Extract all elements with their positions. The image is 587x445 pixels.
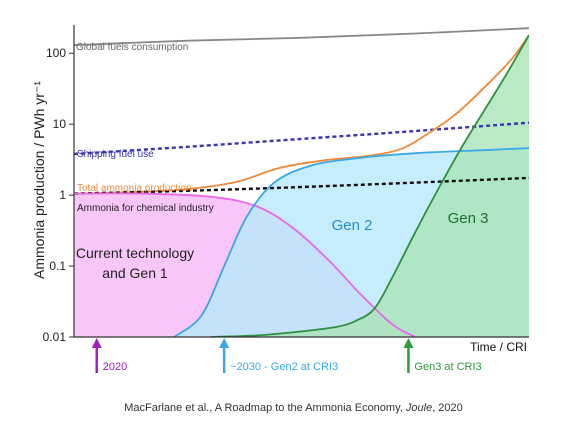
line-total-ammonia-production (74, 34, 529, 195)
timeline-marker: ~2030 - Gen2 at CRI3 (219, 338, 338, 373)
timeline-marker: 2020 (91, 338, 127, 373)
y-tick-label: 10 (53, 117, 67, 131)
area-gen-3 (210, 35, 529, 337)
marker-label: 2020 (103, 361, 127, 373)
line-global-fuels-consumption (74, 27, 529, 46)
region-label-gen2: Gen 2 (332, 217, 373, 234)
x-axis-label: Time / CRI (470, 340, 527, 354)
line-gen-3 (210, 34, 529, 337)
marker-label: Gen3 at CRI3 (414, 361, 481, 373)
line-ammonia-for-chemical-industry (74, 176, 529, 195)
caption-journal: Joule (405, 402, 433, 414)
timeline-marker: Gen3 at CRI3 (403, 338, 482, 373)
y-tick-label: 100 (46, 46, 66, 60)
line-gen-2 (173, 147, 529, 337)
marker-label: ~2030 - Gen2 at CRI3 (230, 361, 338, 373)
marker-arrow-head (219, 338, 230, 348)
line-shipping-fuel-use (74, 121, 529, 156)
label-total-ammonia: Total ammonia production (77, 183, 192, 194)
region-label-gen1-line1: Current technology (76, 245, 194, 261)
y-tick-label: 0.1 (49, 259, 66, 273)
y-tick-label: 0.01 (43, 330, 67, 344)
label-global-fuels: Global fuels consumption (76, 42, 188, 53)
caption-authors: MacFarlane et al., A Roadmap to the Ammo… (124, 402, 406, 414)
label-chemical-ammonia: Ammonia for chemical industry (77, 203, 214, 214)
source-caption: MacFarlane et al., A Roadmap to the Ammo… (0, 402, 587, 414)
y-axis-label: Ammonia production / PWh yr⁻¹ (31, 81, 47, 279)
label-shipping-fuel: Shipping fuel use (77, 149, 154, 160)
marker-arrow-head (403, 338, 414, 348)
region-label-gen1-line2: and Gen 1 (102, 265, 168, 281)
region-label-gen3: Gen 3 (448, 210, 489, 227)
marker-arrow-head (91, 338, 102, 348)
line-current-technology-and-gen-1 (74, 192, 416, 337)
y-tick-label: 1 (59, 188, 66, 202)
caption-year: , 2020 (432, 402, 463, 414)
